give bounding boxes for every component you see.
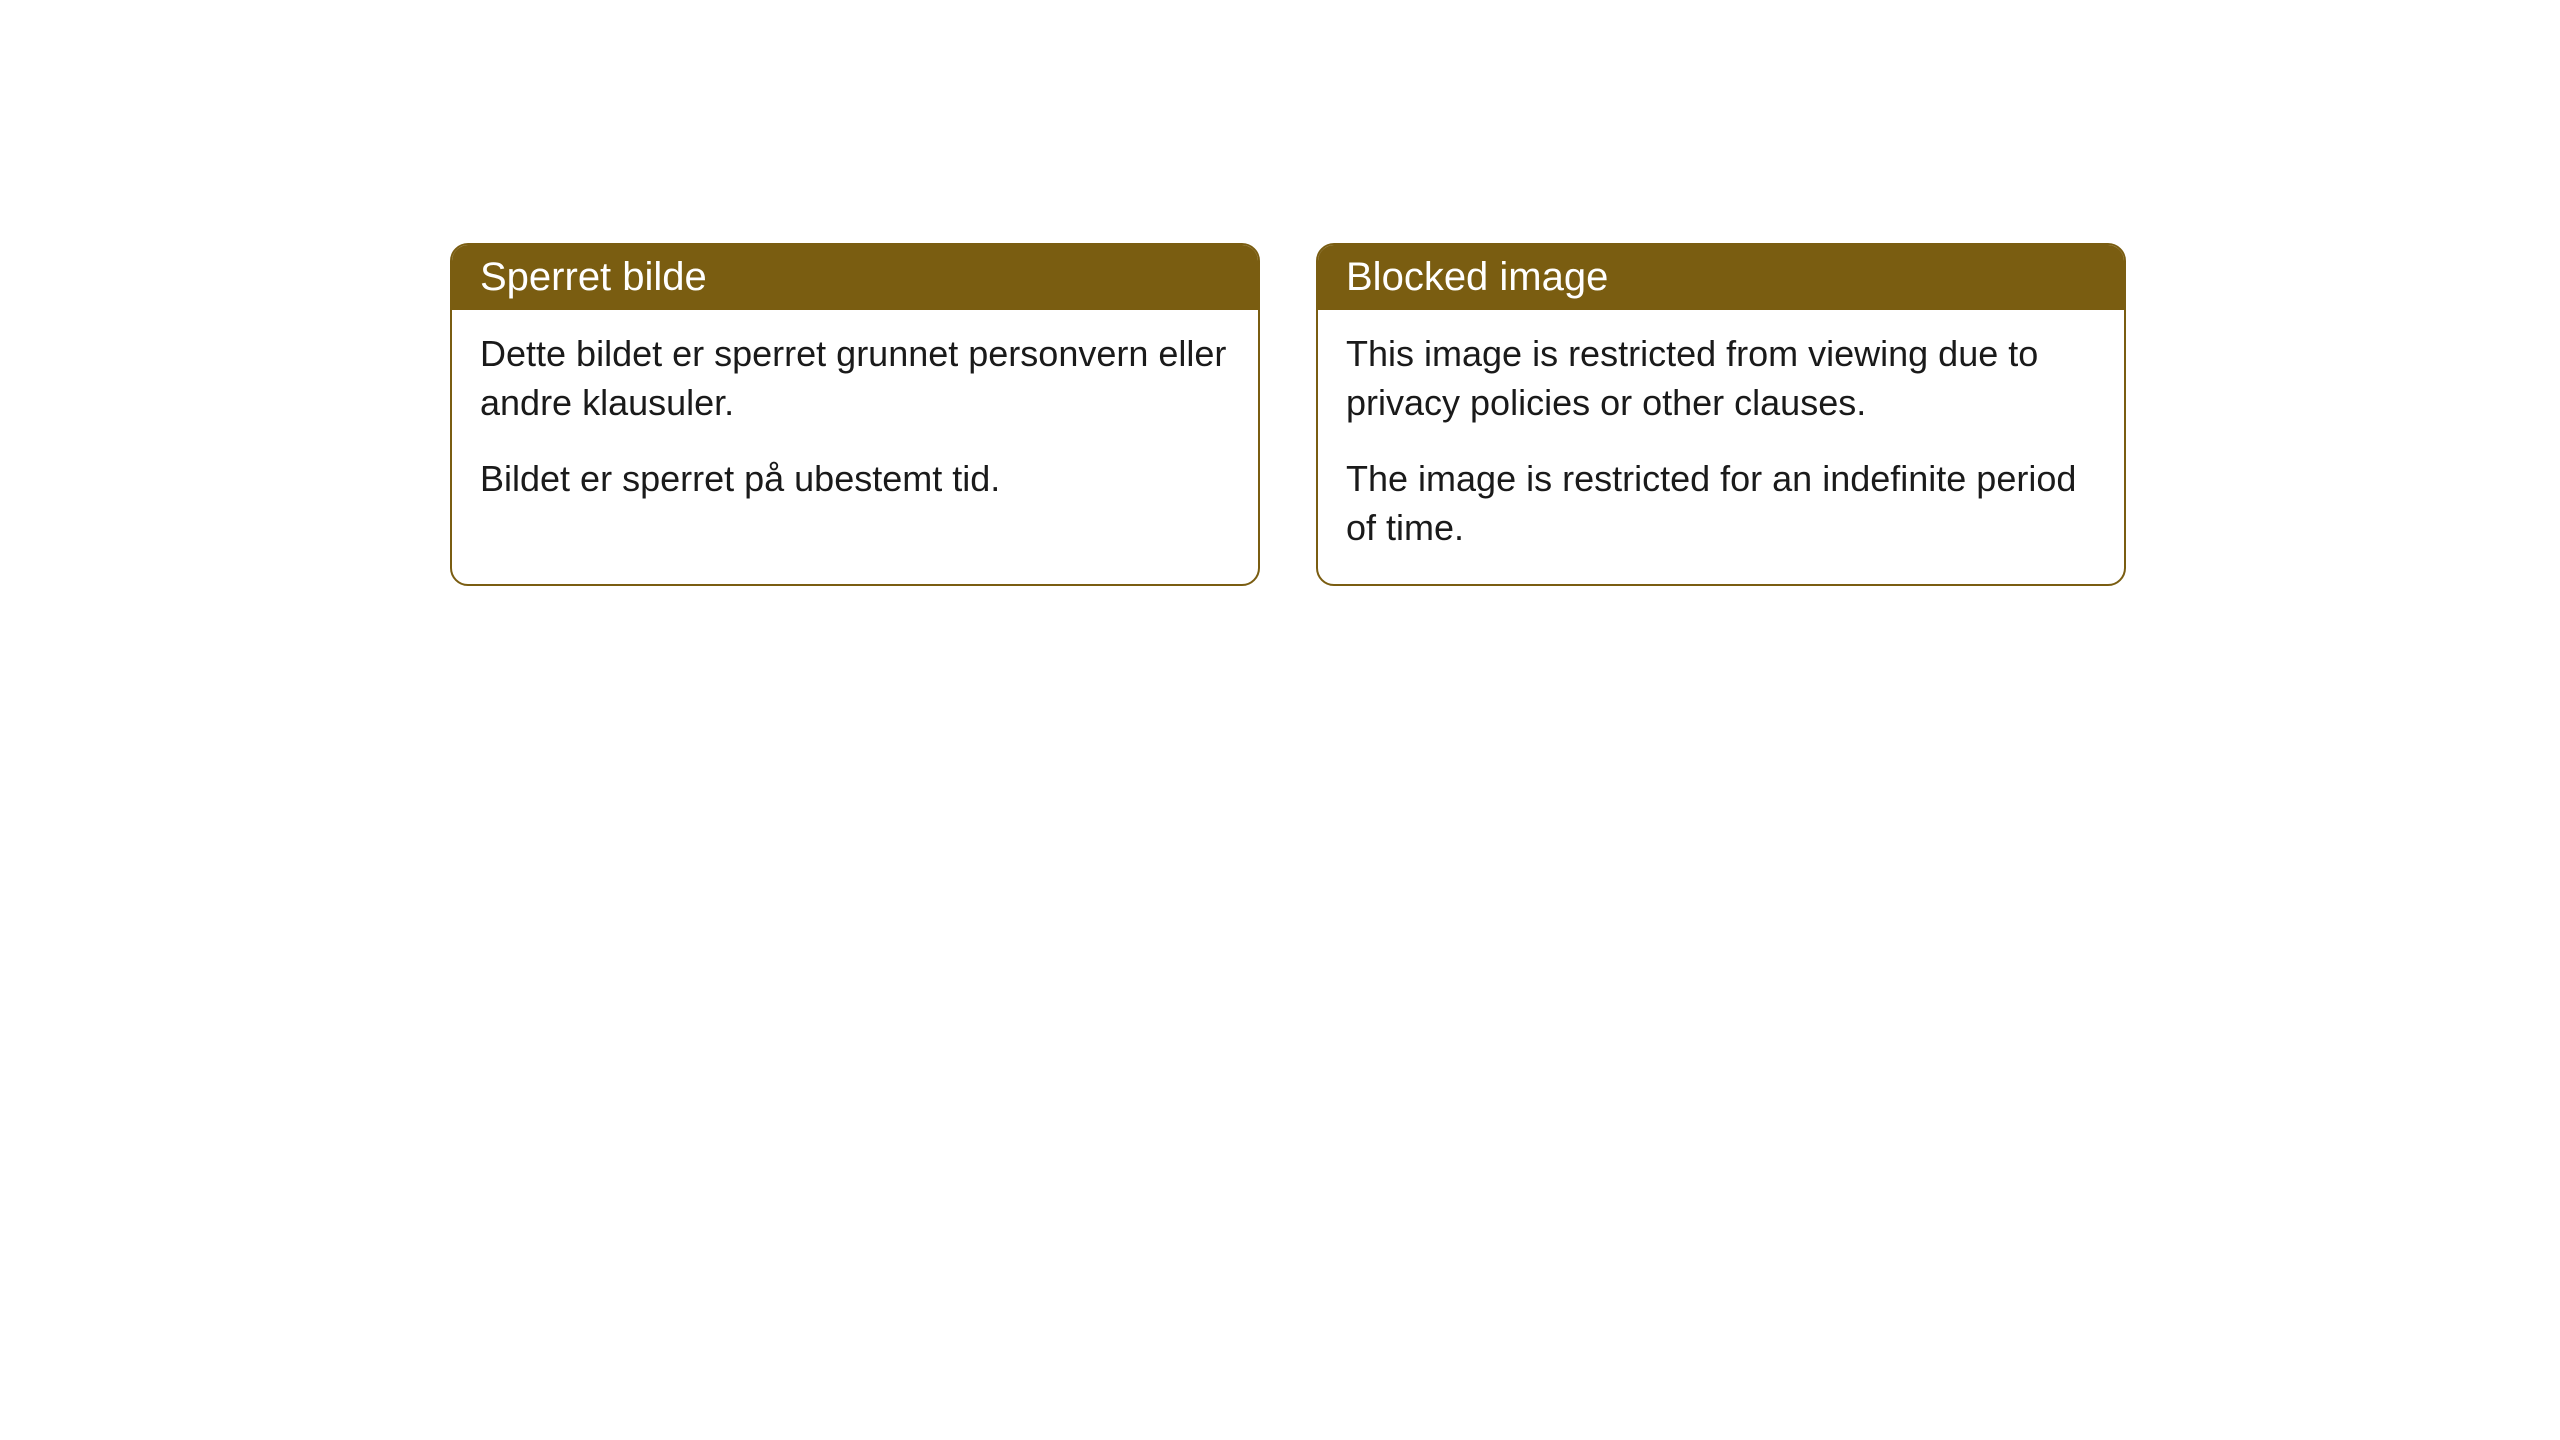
card-header: Sperret bilde bbox=[452, 245, 1258, 310]
card-paragraph: The image is restricted for an indefinit… bbox=[1346, 455, 2096, 552]
card-paragraph: Bildet er sperret på ubestemt tid. bbox=[480, 455, 1230, 504]
card-title: Blocked image bbox=[1346, 255, 1608, 299]
card-paragraph: Dette bildet er sperret grunnet personve… bbox=[480, 330, 1230, 427]
notice-card-english: Blocked image This image is restricted f… bbox=[1316, 243, 2126, 586]
notice-card-norwegian: Sperret bilde Dette bildet er sperret gr… bbox=[450, 243, 1260, 586]
card-paragraph: This image is restricted from viewing du… bbox=[1346, 330, 2096, 427]
card-header: Blocked image bbox=[1318, 245, 2124, 310]
notice-cards-container: Sperret bilde Dette bildet er sperret gr… bbox=[450, 243, 2126, 586]
card-title: Sperret bilde bbox=[480, 255, 707, 299]
card-body: Dette bildet er sperret grunnet personve… bbox=[452, 310, 1258, 536]
card-body: This image is restricted from viewing du… bbox=[1318, 310, 2124, 584]
